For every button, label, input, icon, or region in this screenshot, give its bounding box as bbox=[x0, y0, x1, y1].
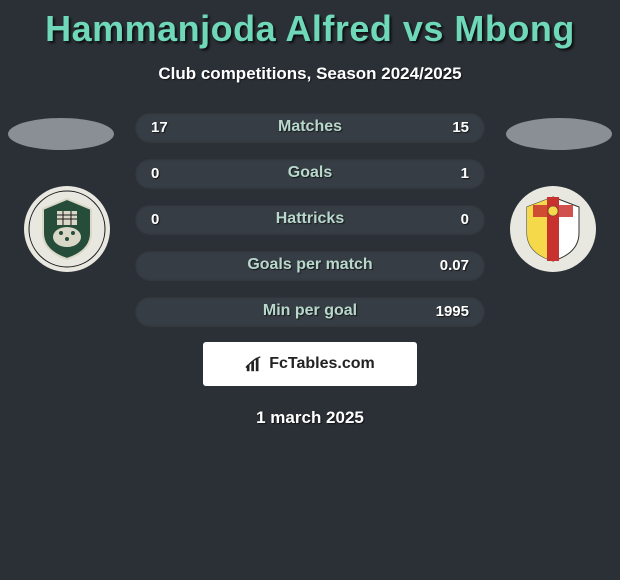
stat-label: Goals per match bbox=[135, 256, 485, 274]
stat-row: 0 Goals 1 bbox=[135, 158, 485, 188]
stat-label: Goals bbox=[135, 164, 485, 182]
branding-text: FcTables.com bbox=[269, 355, 375, 373]
stat-label: Min per goal bbox=[135, 302, 485, 320]
branding-banner: FcTables.com bbox=[203, 342, 417, 386]
stat-right-value: 0.07 bbox=[440, 257, 469, 274]
stat-right-value: 15 bbox=[452, 119, 469, 136]
bar-chart-icon bbox=[245, 355, 263, 373]
stat-row: 0 Hattricks 0 bbox=[135, 204, 485, 234]
team-logo-right bbox=[510, 186, 596, 272]
stat-label: Hattricks bbox=[135, 210, 485, 228]
stat-right-value: 1995 bbox=[436, 303, 469, 320]
page-title: Hammanjoda Alfred vs Mbong bbox=[0, 0, 620, 50]
team-logo-left bbox=[24, 186, 110, 272]
subtitle: Club competitions, Season 2024/2025 bbox=[0, 64, 620, 84]
shadow-ellipse-left bbox=[8, 118, 114, 150]
stat-left-value: 17 bbox=[151, 119, 168, 136]
shadow-ellipse-right bbox=[506, 118, 612, 150]
stat-row: 17 Matches 15 bbox=[135, 112, 485, 142]
stat-right-value: 1 bbox=[461, 165, 469, 182]
stat-row: Goals per match 0.07 bbox=[135, 250, 485, 280]
stat-right-value: 0 bbox=[461, 211, 469, 228]
stat-label: Matches bbox=[135, 118, 485, 136]
club-crest-right-icon bbox=[513, 189, 593, 269]
comparison-panel: 17 Matches 15 0 Goals 1 0 Hattricks 0 Go… bbox=[0, 112, 620, 428]
stat-left-value: 0 bbox=[151, 165, 159, 182]
date-label: 1 march 2025 bbox=[0, 408, 620, 428]
stat-row: Min per goal 1995 bbox=[135, 296, 485, 326]
stat-left-value: 0 bbox=[151, 211, 159, 228]
club-crest-left-icon bbox=[27, 189, 107, 269]
stat-bars: 17 Matches 15 0 Goals 1 0 Hattricks 0 Go… bbox=[135, 112, 485, 326]
